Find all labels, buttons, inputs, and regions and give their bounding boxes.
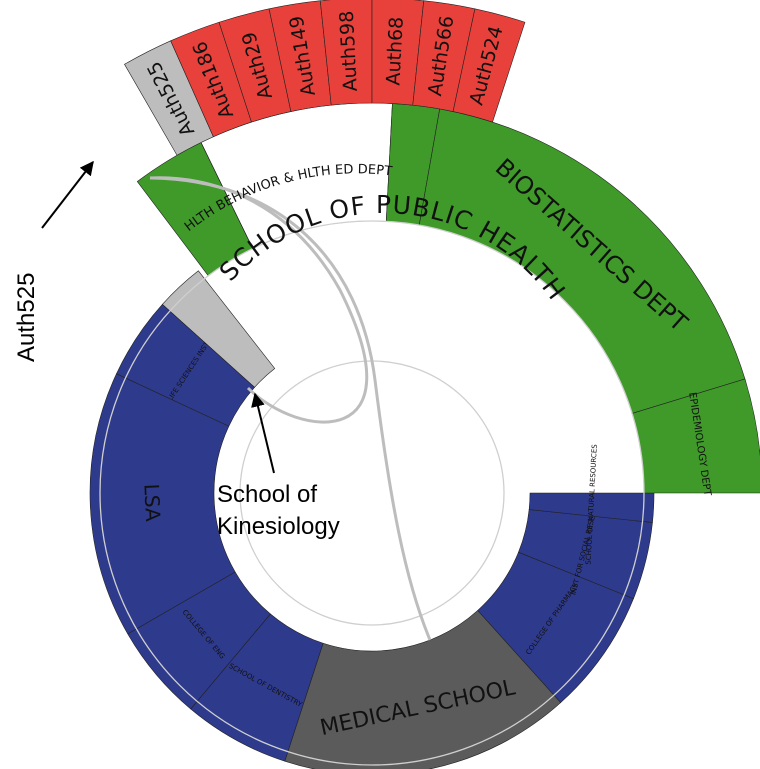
unit-segment-inst-for-social-research[interactable]	[518, 509, 653, 600]
author-callout-label: Auth525	[13, 273, 40, 362]
unit-label-lsa: LSA	[139, 483, 165, 522]
author-callout-arrow	[41, 160, 94, 229]
middle-ring-outline	[99, 220, 645, 766]
author-label-auth598: Auth598	[336, 10, 362, 92]
unit-segment-lsa[interactable]	[89, 373, 236, 635]
link-auth525-to-medical	[151, 176, 432, 641]
author-segment-auth524[interactable]	[452, 8, 526, 123]
unit-callout-line1: School of	[217, 481, 317, 508]
unit-segment-college-of-pharmacy[interactable]	[477, 551, 634, 703]
dept-segment-biostatistics-dept[interactable]	[418, 108, 746, 414]
unit-segment-school-of-dentistry[interactable]	[190, 613, 324, 762]
unit-callout-line2: Kinesiology	[217, 513, 340, 540]
author-label-auth68: Auth68	[382, 16, 408, 86]
unit-segment-college-of-eng[interactable]	[127, 571, 271, 710]
unit-segment-blank[interactable]	[162, 270, 276, 388]
unit-callout-arrow	[251, 392, 275, 474]
unit-segment-school-of-natural-resources[interactable]	[528, 492, 655, 523]
